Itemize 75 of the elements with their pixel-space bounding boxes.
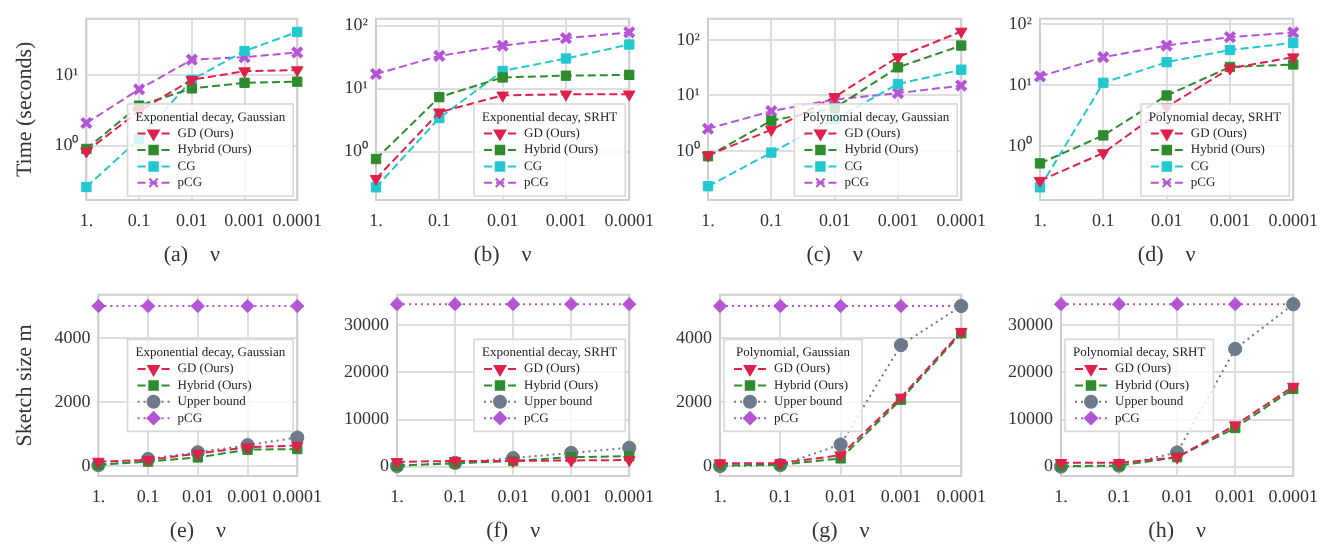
x-tick-label: 0.01: [818, 209, 851, 230]
y-tick-label: 0: [703, 455, 713, 476]
x-tick-label: 0.001: [1214, 485, 1256, 506]
x-tick-label: 0.001: [880, 485, 922, 506]
x-tick-label: 1.: [701, 209, 715, 230]
x-tick-label: 0.1: [760, 209, 783, 230]
x-tick-label: 1.: [79, 209, 94, 230]
x-tick-label: 0.01: [176, 209, 208, 230]
x-tick-label: 0.01: [1161, 485, 1193, 506]
y-tick-label: 10⁰: [54, 134, 79, 155]
x-tick-label: 0.0001: [936, 485, 986, 506]
y-tick-label: 0: [380, 455, 390, 476]
x-tick-label: 0.0001: [936, 209, 986, 230]
x-tick-label: 0.001: [545, 209, 587, 230]
y-tick-label: 10¹: [1008, 74, 1033, 95]
x-tick-label: 0.001: [1209, 209, 1251, 230]
y-tick-label: 10²: [676, 28, 701, 49]
y-tick-label: 30000: [344, 314, 390, 335]
x-tick-label: 1.: [1054, 485, 1068, 506]
y-tick-label: 10¹: [676, 84, 701, 105]
x-axis-title: (d) ν: [1137, 242, 1196, 267]
y-tick-label: 10⁰: [1008, 134, 1032, 155]
y-tick-label: 10²: [344, 14, 369, 35]
y-tick-label: 10000: [344, 408, 390, 429]
x-tick-label: 0.1: [136, 485, 160, 506]
x-tick-label: 0.01: [497, 485, 529, 506]
x-tick-label: 0.1: [769, 485, 792, 506]
x-tick-label: 0.001: [227, 485, 268, 506]
y-tick-label: 10⁰: [676, 139, 700, 160]
y-tick-label: 10¹: [344, 77, 369, 98]
x-axis-title: (g) ν: [811, 518, 870, 543]
x-tick-label: 1.: [91, 485, 106, 506]
y-tick-label: 4000: [54, 326, 92, 347]
x-tick-label: 0.1: [1092, 209, 1115, 230]
x-tick-label: 0.1: [428, 209, 451, 230]
x-tick-label: 0.1: [1107, 485, 1131, 506]
x-tick-label: 0.001: [224, 209, 265, 230]
y-tick-label: 10000: [1008, 408, 1054, 429]
y-axis-title: Sketch size m: [12, 323, 37, 447]
y-tick-label: 10¹: [54, 63, 79, 84]
x-tick-label: 0.1: [443, 485, 467, 506]
y-tick-label: 10⁰: [344, 140, 368, 161]
x-tick-label: 1.: [390, 485, 404, 506]
y-tick-label: 20000: [1008, 361, 1054, 382]
x-tick-label: 1.: [1033, 209, 1047, 230]
y-tick-label: 10²: [1008, 13, 1033, 34]
x-tick-label: 0.0001: [272, 209, 322, 230]
x-tick-label: 1.: [369, 209, 383, 230]
y-tick-label: 0: [81, 455, 92, 476]
x-axis-title: (e) ν: [169, 518, 227, 543]
x-tick-label: 0.01: [824, 485, 857, 506]
x-tick-label: 1.: [713, 485, 727, 506]
x-axis-title: (b) ν: [473, 242, 532, 267]
y-tick-label: 2000: [676, 390, 713, 411]
y-tick-label: 20000: [344, 361, 390, 382]
x-axis-title: (c) ν: [806, 242, 863, 267]
x-tick-label: 0.01: [1150, 209, 1183, 230]
x-axis-title: (a) ν: [163, 242, 221, 267]
x-tick-label: 0.0001: [604, 209, 654, 230]
y-tick-label: 0: [1044, 455, 1054, 476]
y-axis-title: Time (seconds): [12, 41, 37, 178]
y-tick-label: 2000: [54, 390, 92, 411]
x-tick-label: 0.001: [550, 485, 592, 506]
x-tick-label: 0.1: [127, 209, 151, 230]
x-axis-title: (h) ν: [1148, 518, 1206, 543]
x-tick-label: 0.0001: [604, 485, 654, 506]
x-tick-label: 0.0001: [272, 485, 322, 506]
x-tick-label: 0.001: [877, 209, 919, 230]
x-axis-title: (f) ν: [486, 518, 541, 543]
x-tick-label: 0.01: [182, 485, 214, 506]
x-tick-label: 0.0001: [1268, 209, 1318, 230]
x-tick-label: 0.01: [486, 209, 519, 230]
y-tick-label: 30000: [1008, 314, 1054, 335]
x-tick-label: 0.0001: [1268, 485, 1318, 506]
y-tick-label: 4000: [676, 326, 713, 347]
